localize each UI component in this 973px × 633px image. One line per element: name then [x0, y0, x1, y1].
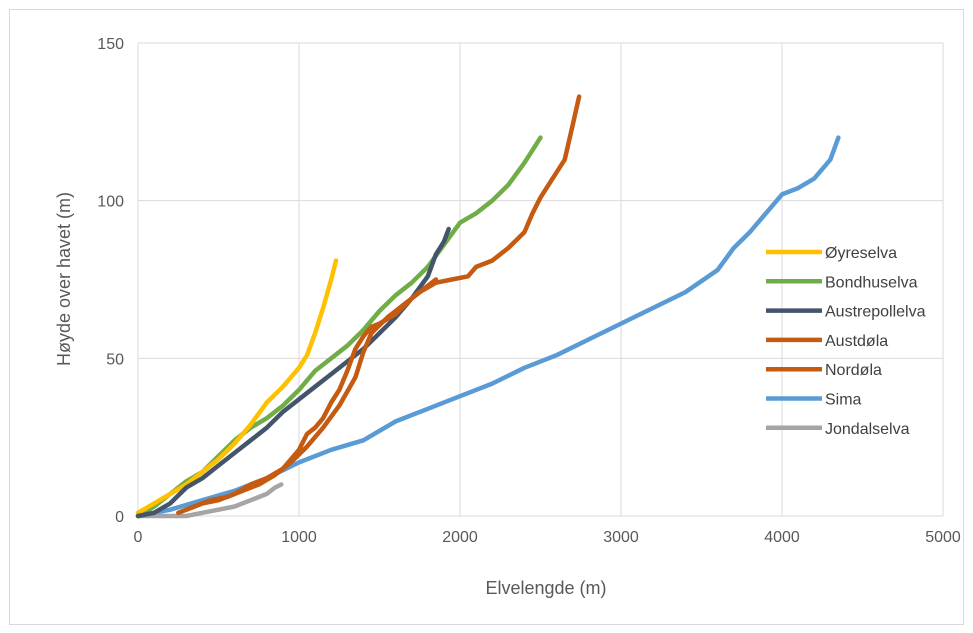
x-tick-label: 0 [134, 529, 143, 546]
series-line-bondhuselva [135, 135, 543, 519]
tick-labels: 0 1000 2000 3000 4000 5000 0 50 100 150 [97, 36, 961, 546]
legend-label: Sima [825, 392, 862, 409]
legend-label: Jondalselva [825, 421, 910, 438]
legend-label: Austdøla [825, 333, 888, 350]
x-tick-label: 1000 [281, 529, 317, 546]
legend-label: Bondhuselva [825, 274, 918, 291]
x-tick-label: 4000 [764, 529, 800, 546]
series-line-austdøla [184, 277, 439, 512]
y-tick-label: 100 [97, 194, 124, 211]
series-line-jondalselva [135, 482, 284, 519]
series-line-nordøla [176, 94, 582, 516]
series-line-sima [135, 135, 841, 519]
y-axis-title: Høyde over havet (m) [54, 192, 74, 366]
y-tick-label: 150 [97, 36, 124, 53]
legend-label: Nordøla [825, 362, 882, 379]
legend: Øyreselva Bondhuselva Austrepollelva Austdø… [766, 245, 926, 438]
series-lines [135, 94, 841, 519]
chart-area [9, 9, 964, 625]
x-axis-title: Elvelengde (m) [485, 578, 606, 598]
x-tick-label: 2000 [442, 529, 478, 546]
x-tick-label: 5000 [925, 529, 961, 546]
legend-label: Austrepollelva [825, 304, 926, 321]
legend-label: Øyreselva [825, 245, 897, 262]
y-tick-label: 0 [115, 509, 124, 526]
series-line-austrepollelva [135, 226, 451, 519]
gridlines [137, 42, 944, 517]
y-tick-label: 50 [106, 351, 124, 368]
x-tick-label: 3000 [603, 529, 639, 546]
series-line-øyreselva [135, 258, 339, 516]
